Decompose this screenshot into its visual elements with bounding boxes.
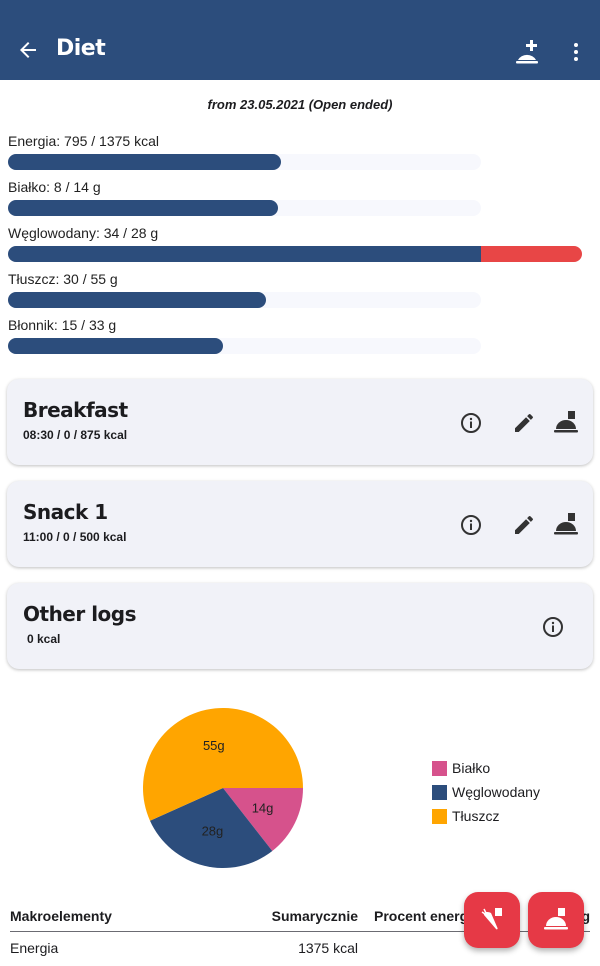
pie-label: 14g [252, 800, 274, 815]
arrow-back-icon[interactable] [16, 38, 42, 64]
pie-slice-1 [149, 788, 273, 868]
goal-label: Tłuszcz: 30 / 55 g [8, 271, 118, 287]
edit-icon[interactable] [512, 411, 536, 435]
meal-title: Snack 1 [23, 500, 108, 524]
more-vert-icon[interactable] [566, 40, 586, 64]
goal-progress: Błonnik: 15 / 33 g [8, 317, 600, 354]
header-total: Sumarycznie [271, 908, 358, 924]
legend-item: Węglowodany [432, 780, 540, 804]
meal-card-breakfast[interactable]: Breakfast 08:30 / 0 / 875 kcal [7, 379, 593, 465]
progress-track [8, 154, 481, 170]
pie-label: 28g [202, 824, 224, 839]
chart-legend: Białko Węglowodany Tłuszcz [432, 756, 540, 828]
carrot-icon [481, 908, 502, 930]
macro-table: Makroelementy Sumarycznie Procent energi… [10, 904, 590, 966]
goal-progress: Energia: 795 / 1375 kcal [8, 133, 600, 170]
progress-fill [8, 292, 266, 308]
header-energy-percent: Procent energii [374, 908, 476, 924]
meal-title: Breakfast [23, 398, 128, 422]
header-g: g [581, 908, 590, 924]
legend-swatch [432, 808, 447, 824]
progress-track [8, 338, 481, 354]
progress-overflow [481, 246, 583, 262]
legend-item: Białko [432, 756, 540, 780]
header-macro: Makroelementy [10, 908, 112, 924]
goal-progress: Białko: 8 / 14 g [8, 179, 600, 216]
diet-period: from 23.05.2021 (Open ended) [207, 97, 393, 112]
progress-track [8, 246, 583, 262]
cell-name: Energia [10, 940, 59, 956]
meal-icon [544, 908, 568, 930]
goal-label: Białko: 8 / 14 g [8, 179, 101, 195]
progress-track [8, 200, 481, 216]
table-row: Energia 1375 kcal [10, 932, 590, 966]
app-bar: Diet [0, 0, 600, 80]
info-icon[interactable] [459, 411, 483, 435]
meal-subtitle: 08:30 / 0 / 875 kcal [23, 428, 128, 442]
pie-slice-2 [143, 708, 303, 821]
legend-label: Białko [452, 760, 491, 776]
page-title: Diet [56, 36, 106, 61]
add-meal-icon[interactable] [514, 38, 542, 66]
progress-fill [8, 200, 279, 216]
pie-label: 55g [203, 738, 225, 753]
pie-slice-0 [223, 788, 303, 852]
macro-pie-chart: 14g 28g 55g [143, 708, 303, 868]
edit-icon[interactable] [512, 513, 536, 537]
legend-label: Węglowodany [452, 784, 540, 800]
other-logs-card[interactable]: Other logs 0 kcal [7, 583, 593, 669]
log-ingredient-fab[interactable] [464, 892, 520, 948]
log-meal-icon[interactable] [553, 409, 578, 433]
table-header: Makroelementy Sumarycznie Procent energi… [10, 904, 590, 932]
info-icon[interactable] [459, 513, 483, 537]
other-logs-title: Other logs [23, 602, 137, 626]
progress-fill [8, 154, 282, 170]
goal-label: Węglowodany: 34 / 28 g [8, 225, 159, 241]
meal-subtitle: 11:00 / 0 / 500 kcal [23, 530, 127, 544]
cell-total: 1375 kcal [298, 940, 358, 956]
legend-label: Tłuszcz [452, 808, 500, 824]
legend-swatch [432, 784, 447, 800]
goal-label: Energia: 795 / 1375 kcal [8, 133, 159, 149]
goal-label: Błonnik: 15 / 33 g [8, 317, 117, 333]
progress-fill [8, 338, 223, 354]
log-meal-icon[interactable] [553, 511, 578, 535]
legend-swatch [432, 760, 447, 776]
goal-progress: Tłuszcz: 30 / 55 g [8, 271, 600, 308]
meal-card-snack-1[interactable]: Snack 1 11:00 / 0 / 500 kcal [7, 481, 593, 567]
progress-track [8, 292, 481, 308]
log-meal-fab[interactable] [528, 892, 584, 948]
legend-item: Tłuszcz [432, 804, 540, 828]
goal-progress: Węglowodany: 34 / 28 g [8, 225, 600, 262]
other-logs-subtitle: 0 kcal [27, 632, 61, 646]
info-icon[interactable] [541, 615, 565, 639]
progress-fill [8, 246, 481, 262]
